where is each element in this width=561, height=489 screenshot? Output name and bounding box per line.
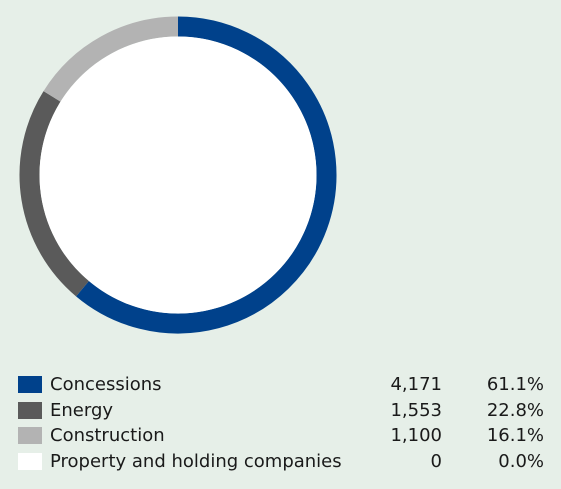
- donut-hole: [39, 36, 317, 314]
- legend-row-construction: Construction 1,100 16.1%: [18, 423, 546, 449]
- donut-chart: [19, 16, 337, 334]
- legend-percent-concessions: 61.1%: [486, 374, 544, 395]
- legend-row-energy: Energy 1,553 22.8%: [18, 398, 546, 424]
- legend-label-concessions: Concessions: [50, 374, 162, 395]
- legend-value-energy: 1,553: [390, 399, 442, 421]
- legend-value-concessions: 4,171: [390, 374, 442, 395]
- legend-swatch-concessions: [18, 376, 42, 393]
- chart-legend: Concessions 4,171 61.1% Energy 1,553 22.…: [18, 372, 546, 474]
- legend-percent-property-and-holding-companies: 0.0%: [498, 450, 544, 472]
- legend-value-property-and-holding-companies: 0: [430, 450, 442, 472]
- legend-label-construction: Construction: [50, 425, 165, 446]
- legend-label-energy: Energy: [50, 399, 114, 421]
- legend-percent-energy: 22.8%: [486, 399, 544, 421]
- legend-percent-construction: 16.1%: [486, 425, 544, 446]
- legend-label-property-and-holding-companies: Property and holding companies: [50, 450, 342, 472]
- legend-row-property-and-holding-companies: Property and holding companies 0 0.0%: [18, 449, 546, 475]
- donut-slice-energy: [19, 91, 89, 297]
- donut-slice-concessions: [76, 16, 337, 334]
- legend-row-concessions: Concessions 4,171 61.1%: [18, 372, 546, 398]
- legend-swatch-property-and-holding-companies: [18, 452, 42, 470]
- legend-swatch-energy: [18, 401, 42, 419]
- legend-swatch-construction: [18, 427, 42, 444]
- legend-value-construction: 1,100: [390, 425, 442, 446]
- donut-slice-construction: [43, 16, 179, 102]
